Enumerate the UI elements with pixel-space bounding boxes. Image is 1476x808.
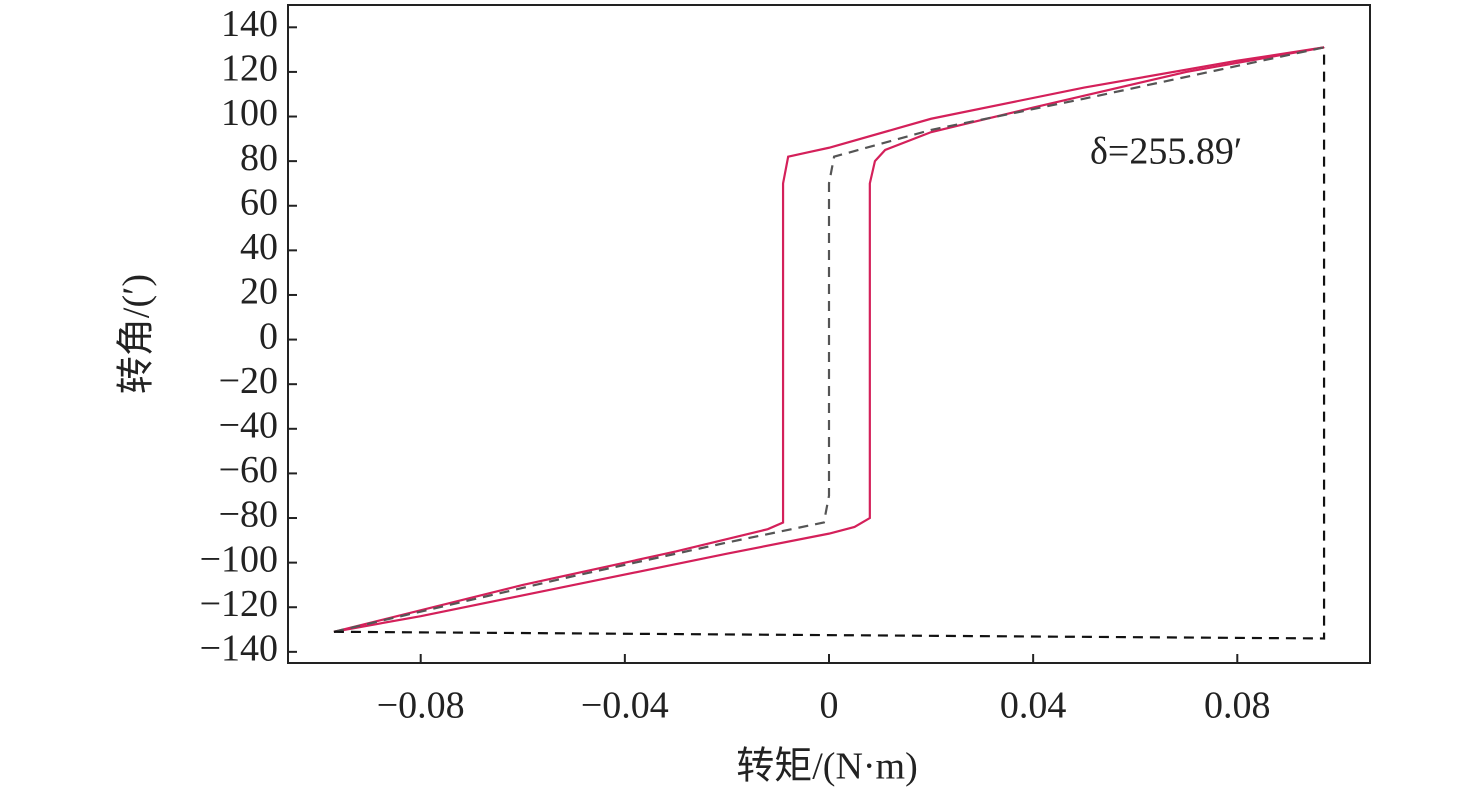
plot-frame <box>287 4 1371 664</box>
y-tick-label: −80 <box>219 494 278 536</box>
y-axis-label: 转角/(′) <box>116 274 158 394</box>
x-axis-label: 转矩/(N·m) <box>736 746 918 788</box>
x-tick-label: 0 <box>820 685 839 727</box>
y-tick-label: 140 <box>221 3 278 45</box>
data-line <box>333 46 1325 633</box>
y-tick-label: −100 <box>200 538 278 580</box>
x-tick-label: −0.04 <box>581 685 669 727</box>
y-tick-label: 40 <box>240 226 278 268</box>
y-tick-label: 0 <box>259 315 278 357</box>
x-tick-label: 0.04 <box>1000 685 1067 727</box>
y-tick-label: −20 <box>219 360 278 402</box>
data-line <box>333 47 1326 640</box>
y-tick-label: 20 <box>240 271 278 313</box>
data-line <box>333 46 1325 633</box>
y-tick-label: −140 <box>200 628 278 670</box>
y-tick-label: 60 <box>240 181 278 223</box>
annotation: δ=255.89′ <box>1090 131 1242 173</box>
x-tick-label: −0.08 <box>377 685 465 727</box>
y-tick-label: 80 <box>240 137 278 179</box>
y-tick-label: 120 <box>221 48 278 90</box>
x-tick-label: 0.08 <box>1204 685 1271 727</box>
y-tick-label: −120 <box>200 583 278 625</box>
y-tick-label: −40 <box>219 405 278 447</box>
y-tick-label: 100 <box>221 92 278 134</box>
y-tick-label: −60 <box>219 449 278 491</box>
